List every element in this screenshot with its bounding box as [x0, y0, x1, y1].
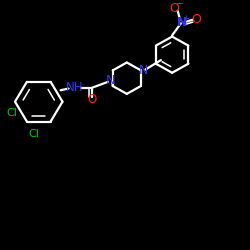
Text: N: N — [177, 16, 187, 28]
Text: O: O — [191, 13, 201, 26]
Text: Cl: Cl — [29, 129, 40, 139]
Text: N: N — [106, 74, 115, 87]
Text: NH: NH — [66, 81, 84, 94]
Text: +: + — [182, 14, 189, 23]
Text: Cl: Cl — [6, 108, 17, 118]
Text: O: O — [87, 94, 97, 106]
Text: O: O — [170, 2, 179, 15]
Text: −: − — [176, 0, 184, 9]
Text: N: N — [139, 64, 148, 77]
